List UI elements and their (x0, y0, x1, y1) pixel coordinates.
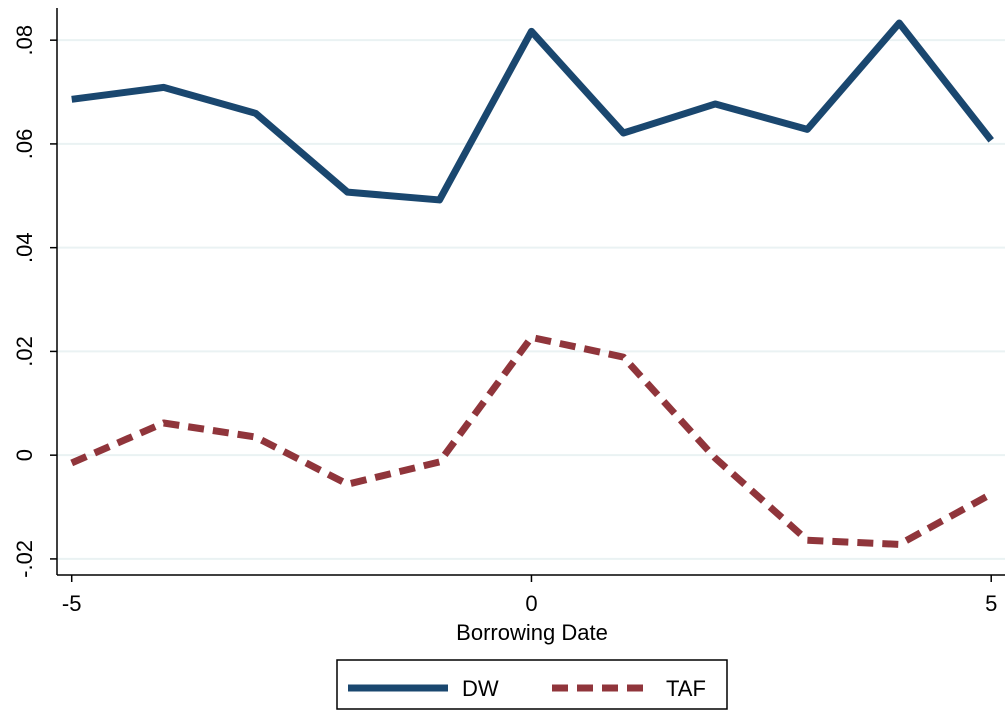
y-tick-label: .02 (12, 336, 37, 367)
x-tick-label: 0 (525, 591, 537, 616)
legend-label: DW (462, 676, 499, 701)
series-line (71, 19, 994, 204)
y-tick-label: .04 (12, 232, 37, 263)
series-line (70, 333, 993, 548)
x-axis-label: Borrowing Date (456, 620, 608, 645)
y-tick-label: 0 (12, 449, 37, 461)
y-tick-label: .08 (12, 25, 37, 56)
x-tick-label: 5 (985, 591, 997, 616)
x-tick-label: -5 (62, 591, 82, 616)
y-tick-label: .06 (12, 129, 37, 160)
y-tick-label: -.02 (12, 540, 37, 578)
legend-label: TAF (666, 676, 706, 701)
